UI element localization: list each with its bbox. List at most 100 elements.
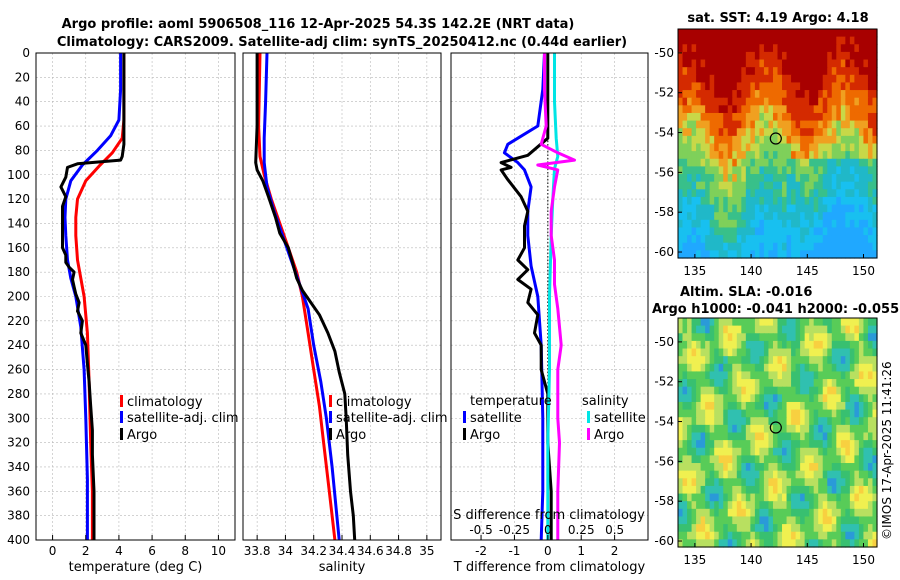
map-cell <box>872 516 878 525</box>
map-cell <box>827 363 833 373</box>
map-cell <box>705 135 711 145</box>
map-cell <box>845 196 851 206</box>
map-cell <box>750 82 756 91</box>
map-cell <box>777 151 783 160</box>
map-cell <box>714 501 720 510</box>
map-cell <box>768 97 774 106</box>
map-cell <box>736 325 742 334</box>
map-cell <box>736 539 742 548</box>
map-cell <box>772 485 779 495</box>
map-cell <box>763 470 770 479</box>
x-tick-label: 6 <box>148 544 156 558</box>
map-cell <box>854 539 860 548</box>
map-cell <box>777 59 783 68</box>
map-cell <box>867 219 874 229</box>
map-cell <box>818 219 824 229</box>
map-cell <box>777 356 783 365</box>
map-cell <box>763 318 770 327</box>
map-cell <box>809 417 815 426</box>
map-cell <box>772 112 779 122</box>
map-cell <box>840 36 846 45</box>
map-cell <box>809 447 815 456</box>
map-cell <box>687 36 693 45</box>
map-cell <box>714 478 720 487</box>
map-cell <box>813 189 819 198</box>
map-cell <box>840 97 846 106</box>
map-cell <box>741 485 747 495</box>
map-cell <box>786 204 792 213</box>
map-cell <box>714 128 720 137</box>
salinity-difference-label: S difference from climatology <box>453 508 645 523</box>
map-cell <box>858 524 865 533</box>
map-cell <box>691 158 697 167</box>
map-cell <box>809 371 815 380</box>
map-cell <box>772 524 779 533</box>
map-cell <box>718 485 724 495</box>
map-cell <box>777 174 783 183</box>
map-cell <box>718 379 724 388</box>
map-cell <box>818 371 824 380</box>
map-cell <box>709 463 715 472</box>
map-cell <box>723 227 729 236</box>
map-cell <box>705 325 711 334</box>
map-cell <box>786 401 792 411</box>
map-cell <box>822 318 828 327</box>
legend-temperature-heading: temperature <box>470 394 552 409</box>
map-cell <box>687 158 693 167</box>
map-cell <box>863 417 869 426</box>
map-cell <box>691 432 697 441</box>
map-cell <box>782 120 788 129</box>
map-cell <box>836 501 842 510</box>
map-cell <box>772 51 779 61</box>
map-cell <box>804 36 810 45</box>
map-cell <box>818 67 824 76</box>
map-cell <box>822 174 828 183</box>
map-cell <box>741 112 747 122</box>
map-cell <box>804 493 810 502</box>
map-cell <box>709 219 715 229</box>
map-cell <box>687 166 693 175</box>
map-cell <box>754 97 761 106</box>
map-cell <box>804 318 810 327</box>
map-cell <box>791 478 797 487</box>
map-cell <box>687 67 693 76</box>
map-cell <box>741 478 747 487</box>
map-cell <box>777 250 783 259</box>
map-cell <box>727 143 733 152</box>
map-cell <box>682 394 688 403</box>
map-cell <box>763 250 770 259</box>
map-cell <box>750 166 756 175</box>
map-cell <box>854 485 860 495</box>
map-cell <box>763 363 770 373</box>
map-cell <box>872 158 878 167</box>
map-cell <box>786 493 792 502</box>
map-cell <box>809 424 815 434</box>
map-cell <box>831 196 837 206</box>
map-cell <box>818 379 824 388</box>
title-line-1: Argo profile: aoml 5906508_116 12-Apr-20… <box>62 17 575 32</box>
map-cell <box>831 371 837 380</box>
map-cell <box>813 44 819 53</box>
map-cell <box>786 447 792 456</box>
map-cell <box>727 455 733 464</box>
map-cell <box>687 348 693 357</box>
map-cell <box>714 424 720 434</box>
map-cell <box>700 143 706 152</box>
map-cell <box>736 493 742 502</box>
map-cell <box>831 401 837 411</box>
map-cell <box>709 128 715 137</box>
map-cell <box>714 82 720 91</box>
map-cell <box>682 97 688 106</box>
map-cell <box>736 135 742 145</box>
map-cell <box>777 219 783 229</box>
map-cell <box>849 174 855 183</box>
map-cell <box>678 250 684 259</box>
map-cell <box>831 318 837 327</box>
map-cell <box>768 401 774 411</box>
map-cell <box>836 235 842 244</box>
map-cell <box>714 135 720 145</box>
map-cell <box>872 333 878 342</box>
map-cell <box>809 212 815 221</box>
map-cell <box>858 455 865 464</box>
map-cell <box>818 539 824 548</box>
